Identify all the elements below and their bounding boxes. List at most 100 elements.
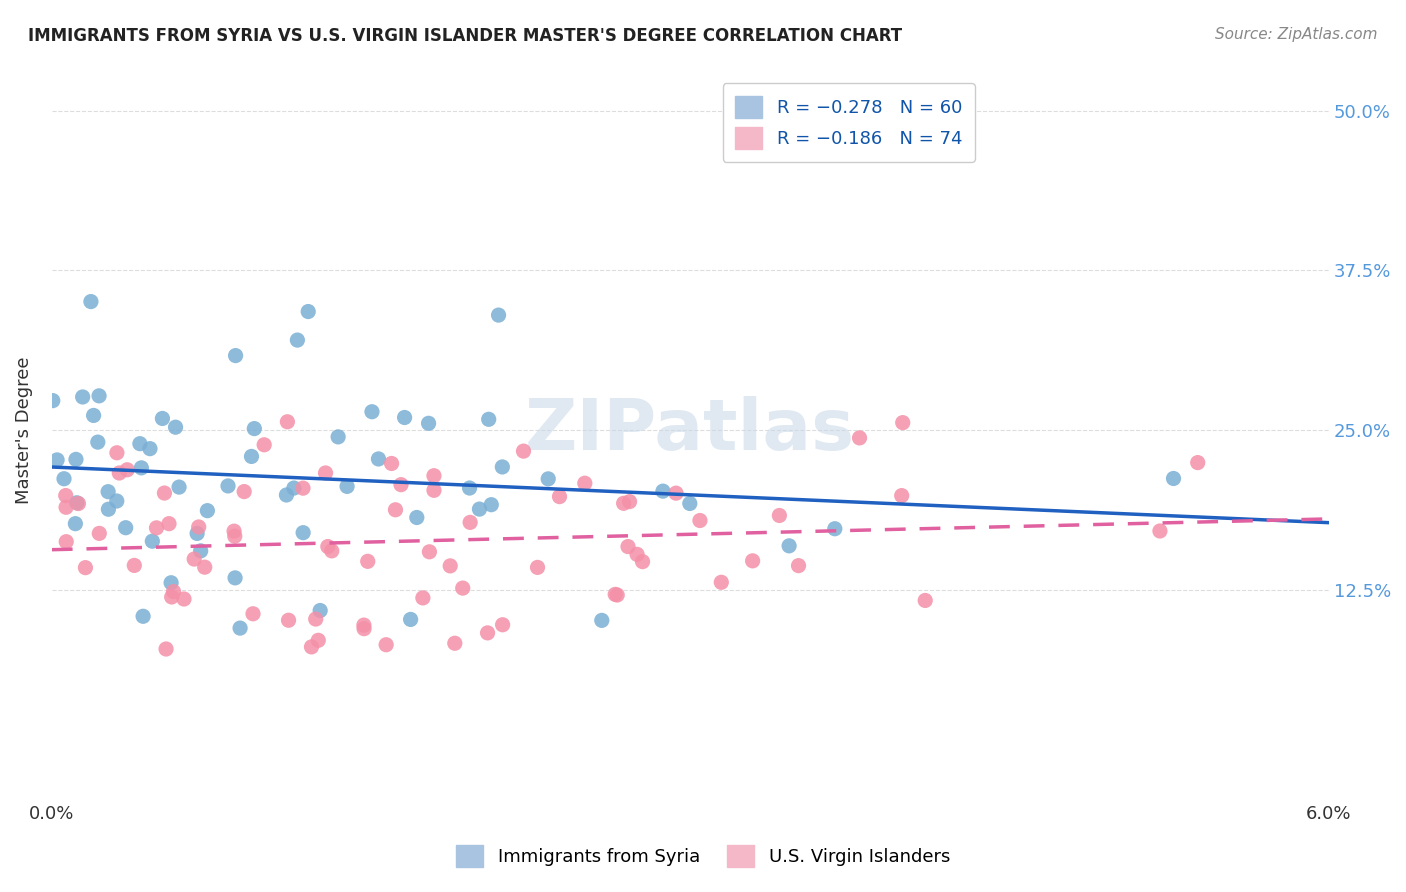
U.S. Virgin Islanders [307,633,329,648]
U.S. Virgin Islanders [418,545,440,559]
U.S. Virgin Islanders [458,516,481,530]
U.S. Virgin Islanders [848,431,870,445]
Immigrants from Syria [160,575,183,590]
U.S. Virgin Islanders [233,484,256,499]
Immigrants from Syria [468,502,491,516]
Immigrants from Syria [240,450,263,464]
U.S. Virgin Islanders [787,558,810,573]
U.S. Virgin Islanders [914,593,936,607]
Immigrants from Syria [152,411,174,425]
U.S. Virgin Islanders [605,587,627,601]
U.S. Virgin Islanders [491,617,513,632]
U.S. Virgin Islanders [357,554,380,568]
U.S. Virgin Islanders [194,560,217,574]
Immigrants from Syria [229,621,252,635]
U.S. Virgin Islanders [242,607,264,621]
Immigrants from Syria [66,496,89,510]
U.S. Virgin Islanders [548,490,571,504]
U.S. Virgin Islanders [381,457,404,471]
U.S. Virgin Islanders [301,640,323,654]
Immigrants from Syria [139,442,162,456]
U.S. Virgin Islanders [222,524,245,538]
Immigrants from Syria [591,613,613,627]
U.S. Virgin Islanders [183,552,205,566]
Immigrants from Syria [405,510,427,524]
Immigrants from Syria [361,405,384,419]
Immigrants from Syria [478,412,501,426]
U.S. Virgin Islanders [55,534,77,549]
Immigrants from Syria [80,294,103,309]
Immigrants from Syria [309,603,332,617]
U.S. Virgin Islanders [891,416,914,430]
Immigrants from Syria [132,609,155,624]
U.S. Virgin Islanders [305,612,328,626]
Immigrants from Syria [165,420,187,434]
U.S. Virgin Islanders [1149,524,1171,538]
U.S. Virgin Islanders [157,516,180,531]
U.S. Virgin Islanders [173,592,195,607]
U.S. Virgin Islanders [423,483,446,498]
Immigrants from Syria [537,472,560,486]
Immigrants from Syria [129,436,152,450]
Immigrants from Syria [190,544,212,558]
Immigrants from Syria [336,479,359,493]
Immigrants from Syria [97,484,120,499]
Immigrants from Syria [399,612,422,626]
U.S. Virgin Islanders [108,466,131,480]
Immigrants from Syria [186,526,208,541]
Y-axis label: Master's Degree: Master's Degree [15,357,32,504]
Text: ZIPatlas: ZIPatlas [526,396,855,465]
Immigrants from Syria [283,481,305,495]
Immigrants from Syria [652,484,675,499]
Immigrants from Syria [1163,471,1185,485]
Immigrants from Syria [97,502,120,516]
Immigrants from Syria [114,521,136,535]
U.S. Virgin Islanders [55,500,77,515]
U.S. Virgin Islanders [153,486,176,500]
U.S. Virgin Islanders [353,622,375,636]
Immigrants from Syria [46,453,69,467]
Legend: R = −0.278   N = 60, R = −0.186   N = 74: R = −0.278 N = 60, R = −0.186 N = 74 [723,84,974,161]
U.S. Virgin Islanders [316,540,339,554]
U.S. Virgin Islanders [606,588,628,602]
U.S. Virgin Islanders [292,481,315,495]
U.S. Virgin Islanders [315,466,337,480]
Immigrants from Syria [141,534,163,549]
U.S. Virgin Islanders [443,636,465,650]
Immigrants from Syria [243,421,266,435]
Immigrants from Syria [65,516,87,531]
U.S. Virgin Islanders [665,486,688,500]
U.S. Virgin Islanders [115,463,138,477]
U.S. Virgin Islanders [276,415,298,429]
U.S. Virgin Islanders [631,555,654,569]
U.S. Virgin Islanders [1187,456,1209,470]
Immigrants from Syria [276,488,298,502]
Immigrants from Syria [394,410,416,425]
Immigrants from Syria [217,479,239,493]
U.S. Virgin Islanders [353,618,375,632]
U.S. Virgin Islanders [741,554,763,568]
U.S. Virgin Islanders [389,477,412,491]
Immigrants from Syria [679,496,702,510]
Immigrants from Syria [367,452,389,467]
U.S. Virgin Islanders [253,438,276,452]
U.S. Virgin Islanders [55,489,77,503]
U.S. Virgin Islanders [689,514,711,528]
U.S. Virgin Islanders [224,529,246,543]
Immigrants from Syria [87,389,110,403]
U.S. Virgin Islanders [89,526,111,541]
U.S. Virgin Islanders [277,613,299,627]
U.S. Virgin Islanders [67,496,90,510]
U.S. Virgin Islanders [412,591,434,605]
U.S. Virgin Islanders [451,581,474,595]
U.S. Virgin Islanders [145,521,167,535]
Immigrants from Syria [225,349,247,363]
Immigrants from Syria [287,333,309,347]
U.S. Virgin Islanders [321,544,343,558]
U.S. Virgin Islanders [423,468,446,483]
U.S. Virgin Islanders [768,508,790,523]
U.S. Virgin Islanders [574,476,596,491]
U.S. Virgin Islanders [105,446,128,460]
U.S. Virgin Islanders [155,642,177,657]
Immigrants from Syria [488,308,510,322]
